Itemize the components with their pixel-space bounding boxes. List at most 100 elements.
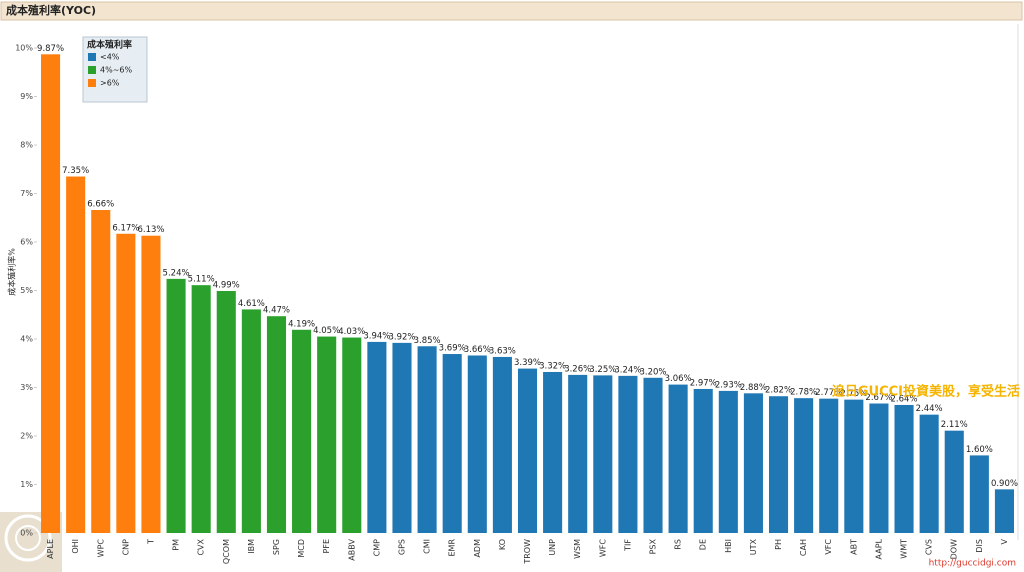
- x-tick-label: CVS: [925, 539, 934, 555]
- legend-swatch: [88, 53, 96, 61]
- y-tick-label: 8%: [20, 141, 33, 150]
- legend-label: <4%: [100, 53, 120, 62]
- y-tick-label: 0%: [20, 529, 33, 538]
- bar: [367, 341, 387, 533]
- legend-label: >6%: [100, 79, 120, 88]
- y-tick-label: 10%: [15, 44, 33, 53]
- x-tick-label: RS: [674, 539, 683, 550]
- legend-swatch: [88, 79, 96, 87]
- x-tick-label: VFC: [824, 539, 833, 555]
- value-label: 3.20%: [640, 367, 667, 377]
- value-label: 2.77%: [815, 388, 842, 398]
- bar: [141, 235, 161, 533]
- y-tick-label: 6%: [20, 238, 33, 247]
- x-tick-label: CMP: [372, 539, 381, 556]
- value-label: 3.32%: [539, 361, 566, 371]
- y-tick-label: 5%: [20, 286, 33, 295]
- bar: [41, 54, 61, 534]
- bar: [794, 398, 814, 533]
- value-label: 2.11%: [941, 420, 968, 430]
- value-label: 4.03%: [338, 327, 365, 337]
- x-tick-label: PM: [172, 539, 181, 551]
- x-tick-label: ABBV: [347, 538, 356, 560]
- bar: [894, 404, 914, 533]
- value-label: 4.19%: [288, 319, 315, 329]
- value-label: 3.63%: [489, 346, 516, 356]
- value-label: 7.35%: [62, 166, 89, 176]
- x-tick-label: T: [146, 539, 155, 545]
- bar: [467, 355, 487, 533]
- x-tick-label: WFC: [598, 539, 607, 558]
- x-tick-label: PH: [774, 539, 783, 550]
- chart-title: 成本殖利率(YOC): [6, 3, 96, 17]
- x-tick-label: GPS: [397, 539, 406, 555]
- x-tick-label: AAPL: [874, 538, 883, 559]
- value-label: 5.11%: [188, 275, 215, 285]
- bar: [844, 399, 864, 533]
- value-label: 3.66%: [464, 345, 491, 355]
- x-tick-label: CMI: [423, 539, 432, 554]
- value-label: 3.94%: [363, 331, 390, 341]
- value-label: 5.24%: [163, 268, 190, 278]
- bar: [91, 209, 111, 534]
- bar: [643, 377, 663, 533]
- value-label: 3.39%: [514, 358, 541, 368]
- x-tick-label: QCOM: [222, 539, 231, 564]
- bar: [718, 390, 738, 533]
- bar: [693, 388, 713, 533]
- annotation: http://guccidgi.com: [929, 559, 1016, 569]
- x-tick-label: V: [1000, 538, 1009, 544]
- value-label: 1.60%: [966, 445, 993, 455]
- bar: [392, 342, 412, 533]
- bar: [66, 176, 86, 533]
- x-tick-label: UNP: [548, 539, 557, 556]
- value-label: 3.69%: [439, 344, 466, 354]
- bar: [417, 346, 437, 533]
- value-label: 2.44%: [916, 404, 943, 414]
- value-label: 3.26%: [564, 364, 591, 374]
- bar: [442, 354, 462, 533]
- value-label: 6.66%: [87, 199, 114, 209]
- y-tick-label: 3%: [20, 383, 33, 392]
- bar: [994, 489, 1014, 533]
- x-tick-label: CAH: [799, 539, 808, 556]
- bar: [241, 309, 261, 533]
- bar: [668, 384, 688, 533]
- legend-label: 4%~6%: [100, 66, 132, 75]
- y-tick-label: 2%: [20, 432, 33, 441]
- value-label: 6.13%: [137, 225, 164, 235]
- x-tick-label: EMR: [448, 539, 457, 557]
- bar: [116, 233, 136, 533]
- x-tick-label: TROW: [523, 539, 532, 565]
- bar: [517, 368, 538, 533]
- x-tick-label: DE: [699, 539, 708, 550]
- bar: [342, 337, 362, 533]
- x-tick-label: OHI: [71, 539, 80, 554]
- bar: [492, 356, 512, 533]
- value-label: 0.90%: [991, 479, 1018, 489]
- x-tick-label: PFE: [322, 539, 331, 553]
- value-label: 3.25%: [589, 365, 616, 375]
- x-tick-label: ADM: [473, 539, 482, 558]
- bar: [166, 278, 186, 533]
- value-label: 2.97%: [690, 378, 717, 388]
- x-tick-label: IBM: [247, 539, 256, 554]
- value-label: 2.82%: [765, 386, 792, 396]
- x-tick-label: WSM: [573, 539, 582, 559]
- x-tick-label: HBI: [724, 539, 733, 553]
- value-label: 2.88%: [740, 383, 767, 393]
- x-tick-label: CNP: [121, 539, 130, 556]
- value-label: 2.93%: [715, 380, 742, 390]
- value-label: 2.75%: [840, 389, 867, 399]
- title-bar: [0, 1, 1023, 21]
- bar: [292, 329, 312, 533]
- value-label: 3.06%: [665, 374, 692, 384]
- bar: [216, 290, 236, 533]
- y-tick-label: 4%: [20, 335, 33, 344]
- x-tick-label: WMT: [900, 539, 909, 559]
- bar: [568, 374, 588, 533]
- legend-swatch: [88, 66, 96, 74]
- legend: 成本殖利率 <4% 4%~6% >6%: [82, 36, 148, 103]
- bar: [317, 336, 337, 533]
- value-label: 3.24%: [614, 365, 641, 375]
